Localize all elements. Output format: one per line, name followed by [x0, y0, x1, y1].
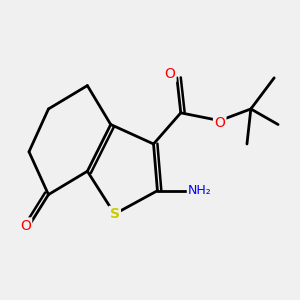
Text: O: O	[20, 219, 31, 233]
Text: NH₂: NH₂	[188, 184, 212, 197]
Text: O: O	[164, 67, 175, 81]
Text: S: S	[110, 207, 120, 221]
Text: O: O	[214, 116, 225, 130]
